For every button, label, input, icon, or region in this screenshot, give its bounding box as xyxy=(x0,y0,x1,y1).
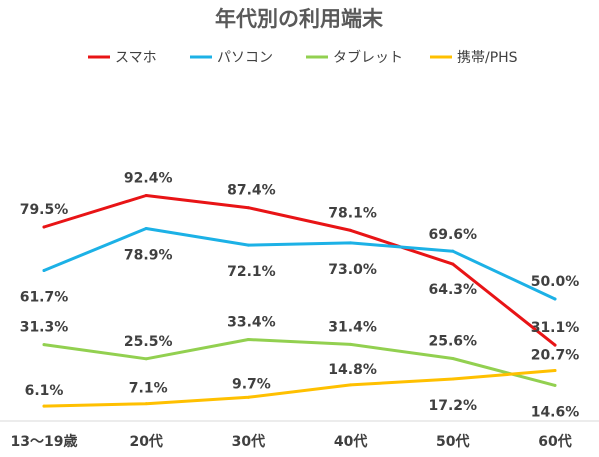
data-labels: 79.5% 92.4% 87.4% 78.1% 64.3% 31.1% 61.7% 78.9%… xyxy=(20,171,580,421)
series-1-point-3 xyxy=(349,241,353,245)
x-axis-ticks: 13～19歳 20代 30代 40代 50代 60代 xyxy=(11,433,572,450)
data-label-s3-2: 9.7% xyxy=(232,376,271,392)
series-2-point-1 xyxy=(144,357,148,361)
legend-label-3: 携帯/PHS xyxy=(457,50,518,66)
series-line-3 xyxy=(42,369,557,408)
x-tick-label-3: 40代 xyxy=(334,433,367,450)
data-label-s0-3: 78.1% xyxy=(328,205,377,221)
series-0-point-3 xyxy=(349,228,353,232)
series-3-point-5 xyxy=(553,368,557,372)
data-label-s0-1: 92.4% xyxy=(124,171,173,187)
series-3-point-2 xyxy=(246,395,250,399)
x-tick-label-4: 50代 xyxy=(436,433,469,450)
series-3-point-1 xyxy=(144,402,148,406)
data-label-s1-3: 73.0% xyxy=(328,262,377,278)
data-label-s0-5: 31.1% xyxy=(531,320,580,336)
series-2-point-2 xyxy=(246,338,250,342)
series-0-point-0 xyxy=(42,225,46,229)
series-1-point-2 xyxy=(246,243,250,247)
data-label-s1-2: 72.1% xyxy=(227,264,276,280)
x-tick-label-5: 60代 xyxy=(538,433,571,450)
data-label-s0-2: 87.4% xyxy=(227,183,276,199)
series-2-point-5 xyxy=(553,383,557,387)
legend-label-2: タブレット xyxy=(333,49,403,66)
x-tick-label-1: 20代 xyxy=(129,433,162,450)
legend-label-1: パソコン xyxy=(217,50,273,66)
series-line-2 xyxy=(42,338,557,387)
data-label-s1-1: 78.9% xyxy=(124,247,173,263)
series-lines xyxy=(42,194,557,408)
chart-title: 年代別の利用端末 xyxy=(215,7,384,31)
data-label-s2-5: 14.6% xyxy=(531,404,580,420)
series-3-point-4 xyxy=(451,377,455,381)
series-3-point-3 xyxy=(349,383,353,387)
data-label-s3-4: 17.2% xyxy=(429,398,478,414)
data-label-s2-4: 25.6% xyxy=(429,334,478,350)
series-3-point-0 xyxy=(42,404,46,408)
data-label-s1-5: 50.0% xyxy=(531,274,580,290)
legend: スマホ パソコン タブレット 携帯/PHS xyxy=(88,49,518,66)
data-label-s1-0: 61.7% xyxy=(20,289,69,305)
data-label-s3-0: 6.1% xyxy=(25,383,64,399)
series-0-point-4 xyxy=(451,262,455,266)
data-label-s0-4: 64.3% xyxy=(429,282,478,298)
series-2-point-3 xyxy=(349,342,353,346)
series-0-point-1 xyxy=(144,194,148,198)
data-label-s2-2: 33.4% xyxy=(227,315,276,331)
data-label-s2-1: 25.5% xyxy=(124,334,173,350)
series-1-point-0 xyxy=(42,268,46,272)
data-label-s1-4: 69.6% xyxy=(429,227,478,243)
series-1-point-4 xyxy=(451,249,455,253)
data-label-s3-5: 20.7% xyxy=(531,347,580,363)
data-label-s0-0: 79.5% xyxy=(20,202,69,218)
series-line-1 xyxy=(42,227,557,301)
series-1-point-5 xyxy=(553,297,557,301)
data-label-s2-3: 31.4% xyxy=(328,319,377,335)
legend-label-0: スマホ xyxy=(115,50,157,66)
series-1-point-1 xyxy=(144,226,148,230)
series-0-point-2 xyxy=(246,206,250,210)
x-tick-label-0: 13～19歳 xyxy=(11,433,78,450)
series-2-point-4 xyxy=(451,357,455,361)
series-line-0 xyxy=(42,194,557,347)
series-2-point-0 xyxy=(42,343,46,347)
data-label-s3-3: 14.8% xyxy=(328,362,377,378)
data-label-s3-1: 7.1% xyxy=(129,381,168,397)
series-0-point-5 xyxy=(553,343,557,347)
data-label-s2-0: 31.3% xyxy=(20,320,69,336)
x-tick-label-2: 30代 xyxy=(232,433,265,450)
